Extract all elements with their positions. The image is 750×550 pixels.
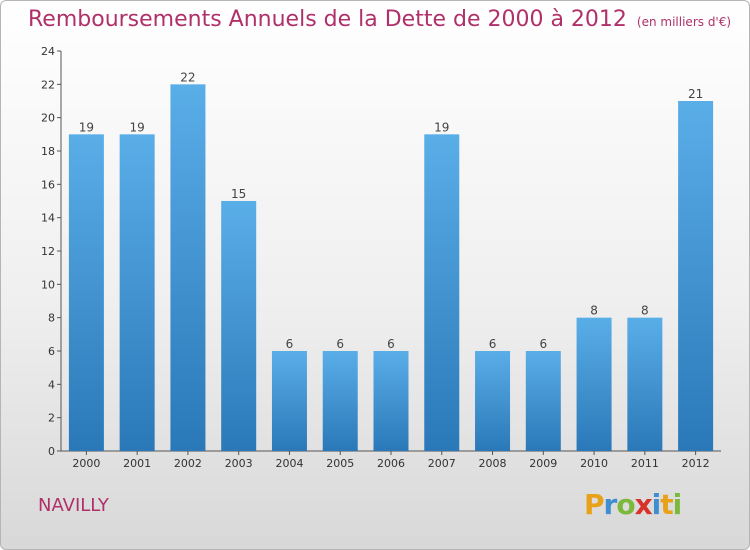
bar bbox=[373, 351, 409, 451]
x-tick-label: 2008 bbox=[479, 457, 507, 470]
x-tick-label: 2005 bbox=[326, 457, 354, 470]
bar-value-label: 15 bbox=[231, 187, 246, 201]
bar-value-label: 19 bbox=[130, 120, 145, 134]
chart-title: Remboursements Annuels de la Dette de 20… bbox=[28, 7, 731, 32]
x-tick-label: 2006 bbox=[377, 457, 405, 470]
bar-value-label: 6 bbox=[336, 337, 344, 351]
bar bbox=[424, 134, 460, 452]
bar bbox=[170, 84, 206, 451]
bar-value-label: 6 bbox=[387, 337, 395, 351]
bar-value-label: 21 bbox=[688, 87, 703, 101]
x-tick-label: 2012 bbox=[682, 457, 710, 470]
bar bbox=[271, 351, 307, 451]
x-tick-label: 2004 bbox=[275, 457, 303, 470]
bar bbox=[322, 351, 358, 451]
y-tick-label: 16 bbox=[41, 178, 55, 191]
proxiti-logo: Proxiti bbox=[584, 488, 682, 521]
bar bbox=[475, 351, 511, 451]
commune-name: NAVILLY bbox=[38, 495, 109, 516]
x-tick-label: 2002 bbox=[174, 457, 202, 470]
y-tick-label: 6 bbox=[48, 345, 55, 358]
y-tick-label: 12 bbox=[41, 245, 55, 258]
bar-value-label: 22 bbox=[180, 70, 195, 84]
x-tick-label: 2007 bbox=[428, 457, 456, 470]
bar bbox=[221, 201, 257, 451]
bar bbox=[68, 134, 104, 452]
bar bbox=[119, 134, 155, 452]
bar bbox=[576, 317, 612, 451]
x-tick-label: 2001 bbox=[123, 457, 151, 470]
x-tick-label: 2003 bbox=[225, 457, 253, 470]
y-tick-label: 10 bbox=[41, 278, 55, 291]
title-text: Remboursements Annuels de la Dette de 20… bbox=[28, 7, 627, 32]
bar bbox=[678, 101, 714, 451]
y-tick-label: 22 bbox=[41, 78, 55, 91]
bar-value-label: 6 bbox=[489, 337, 497, 351]
bar bbox=[627, 317, 663, 451]
bar-value-label: 19 bbox=[79, 120, 94, 134]
x-tick-label: 2009 bbox=[529, 457, 557, 470]
x-tick-label: 2010 bbox=[580, 457, 608, 470]
y-tick-label: 0 bbox=[48, 445, 55, 458]
x-tick-label: 2000 bbox=[72, 457, 100, 470]
x-tick-label: 2011 bbox=[631, 457, 659, 470]
bar-value-label: 19 bbox=[434, 120, 449, 134]
y-tick-label: 2 bbox=[48, 412, 55, 425]
bar-value-label: 8 bbox=[590, 304, 598, 318]
y-tick-label: 14 bbox=[41, 212, 55, 225]
y-tick-label: 18 bbox=[41, 145, 55, 158]
bar-value-label: 6 bbox=[286, 337, 294, 351]
bars: 19 19 22 15 6 6 6 19 6 6 8 8 21 bbox=[68, 70, 714, 452]
y-tick-label: 8 bbox=[48, 312, 55, 325]
bar bbox=[525, 351, 561, 451]
y-tick-label: 4 bbox=[48, 378, 55, 391]
y-tick-label: 20 bbox=[41, 112, 55, 125]
bar-value-label: 8 bbox=[641, 304, 649, 318]
y-tick-label: 24 bbox=[41, 45, 55, 58]
bar-value-label: 6 bbox=[539, 337, 547, 351]
chart-subtitle: (en milliers d'€) bbox=[636, 15, 732, 29]
